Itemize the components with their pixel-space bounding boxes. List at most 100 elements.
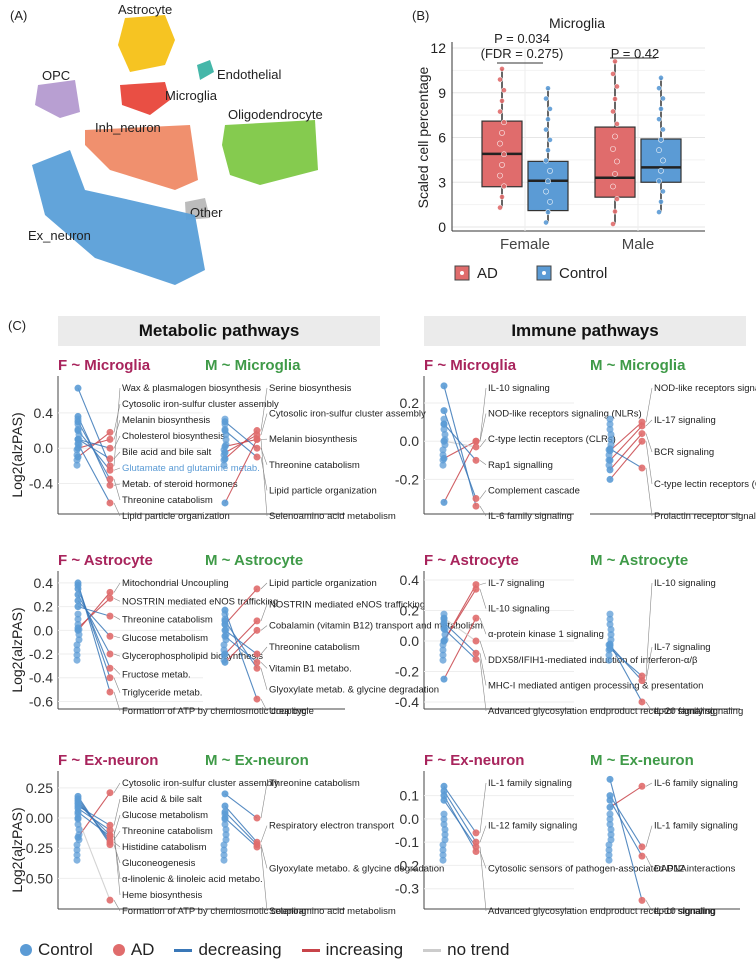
trend-line bbox=[443, 423, 477, 461]
legend-label-increasing: increasing bbox=[325, 940, 404, 959]
label-leader bbox=[645, 855, 653, 869]
trend-line bbox=[77, 594, 111, 655]
trend-line bbox=[224, 620, 258, 655]
control-point bbox=[440, 810, 448, 818]
control-point bbox=[220, 461, 228, 469]
data-point bbox=[658, 167, 664, 174]
y-tick-label: 9 bbox=[438, 85, 446, 101]
y-tick-label: 0 bbox=[438, 219, 446, 235]
control-point bbox=[74, 440, 82, 448]
ad-point bbox=[106, 481, 114, 489]
trend-line bbox=[77, 582, 111, 693]
ad-point bbox=[253, 444, 261, 452]
control-point bbox=[74, 615, 82, 623]
control-point bbox=[605, 846, 613, 854]
trend-line bbox=[224, 430, 258, 460]
trend-line bbox=[443, 588, 477, 642]
ad-point bbox=[106, 688, 114, 696]
subplot-metabolic-male-astrocyte bbox=[205, 585, 345, 710]
umap-cluster-oligodendrocyte bbox=[222, 120, 318, 185]
control-point bbox=[607, 825, 615, 833]
y-axis-title: Scaled cell percentage bbox=[415, 66, 431, 208]
pathway-label: Lipid particle organization bbox=[269, 485, 377, 496]
trend-line bbox=[77, 811, 111, 837]
data-point bbox=[497, 108, 503, 115]
y-axis-title: Log2(alzPAS) bbox=[9, 607, 25, 692]
data-point bbox=[497, 76, 503, 83]
data-point bbox=[499, 65, 505, 72]
subplot-immune-male-ex-neuron bbox=[590, 775, 740, 910]
pathway-label: α-protein kinase 1 signaling bbox=[488, 629, 604, 640]
pathway-label: Cytosolic sensors of pathogen-associated… bbox=[488, 863, 687, 874]
data-point bbox=[658, 136, 664, 143]
ad-point bbox=[253, 435, 261, 443]
data-point bbox=[610, 108, 616, 115]
control-point bbox=[220, 846, 228, 854]
y-tick-label: 6 bbox=[438, 130, 446, 146]
label-leader bbox=[113, 467, 121, 471]
data-point bbox=[656, 85, 662, 92]
control-point bbox=[440, 796, 448, 804]
control-point bbox=[439, 656, 447, 664]
legend-label-no-trend: no trend bbox=[447, 940, 510, 959]
ad-point bbox=[253, 650, 261, 658]
y-tick-label: -0.2 bbox=[29, 646, 53, 662]
control-point bbox=[220, 856, 228, 864]
ad-point bbox=[638, 422, 646, 430]
umap-label-inh-neuron: Inh_neuron bbox=[95, 120, 161, 135]
pathway-label: Glyoxylate metab. & glycine degradation bbox=[269, 685, 439, 696]
trend-line bbox=[224, 793, 258, 819]
control-point bbox=[605, 651, 613, 659]
y-tick-label: -0.6 bbox=[29, 693, 53, 709]
pathway-label: NOSTRIN mediated eNOS trafficking bbox=[269, 599, 425, 610]
umap-cluster-opc bbox=[35, 80, 80, 118]
control-point bbox=[221, 802, 229, 810]
label-leader bbox=[113, 635, 121, 639]
pathway-label: Lipid particle organization bbox=[122, 511, 230, 522]
control-point bbox=[440, 420, 448, 428]
y-tick-label: 0.0 bbox=[400, 811, 420, 827]
label-leader bbox=[113, 598, 121, 602]
data-point bbox=[612, 171, 618, 177]
subplot-title-immune-male-astrocyte: M ~ Astrocyte bbox=[590, 552, 688, 569]
label-leader bbox=[113, 782, 121, 793]
ad-point bbox=[106, 499, 114, 507]
data-point bbox=[547, 106, 553, 112]
control-point bbox=[605, 841, 613, 849]
control-point bbox=[605, 856, 613, 864]
ad-point bbox=[106, 435, 114, 443]
label-leader bbox=[113, 479, 121, 501]
data-point bbox=[501, 183, 507, 190]
pathway-label: IL-7 signaling bbox=[654, 642, 711, 653]
control-point bbox=[607, 430, 615, 438]
pathway-label: Selenoamino acid metabolism bbox=[269, 906, 396, 917]
ad-point bbox=[106, 896, 114, 904]
control-point bbox=[606, 810, 614, 818]
pathway-label: IL-20 family signaling bbox=[654, 706, 743, 717]
legend: Control AD decreasing increasing no trend bbox=[20, 940, 524, 960]
trend-line bbox=[77, 807, 111, 831]
ad-point bbox=[253, 814, 261, 822]
pathway-label: IL-10 signaling bbox=[488, 383, 550, 394]
pathway-label: IL-10 signaling bbox=[488, 604, 550, 615]
ad-point bbox=[106, 821, 114, 829]
data-point bbox=[497, 204, 503, 211]
trend-line bbox=[77, 600, 111, 637]
control-point bbox=[74, 591, 82, 599]
control-point bbox=[73, 461, 81, 469]
ad-point bbox=[106, 650, 114, 658]
subplot-title-immune-male-ex-neuron: M ~ Ex-neuron bbox=[590, 752, 694, 769]
control-point bbox=[221, 632, 229, 640]
pathway-label: Glucose metabolism bbox=[122, 810, 208, 821]
data-point bbox=[543, 188, 549, 195]
label-leader bbox=[260, 698, 268, 712]
ad-point bbox=[106, 826, 114, 834]
label-leader bbox=[260, 456, 268, 491]
ad-point bbox=[638, 852, 646, 860]
pathway-label: NOD-like receptors signaling (NLRs) bbox=[654, 383, 756, 394]
y-tick-label: 0.2 bbox=[400, 603, 420, 619]
data-point bbox=[545, 178, 551, 185]
label-leader bbox=[113, 451, 121, 459]
label-leader bbox=[645, 825, 653, 847]
label-leader bbox=[479, 851, 487, 869]
